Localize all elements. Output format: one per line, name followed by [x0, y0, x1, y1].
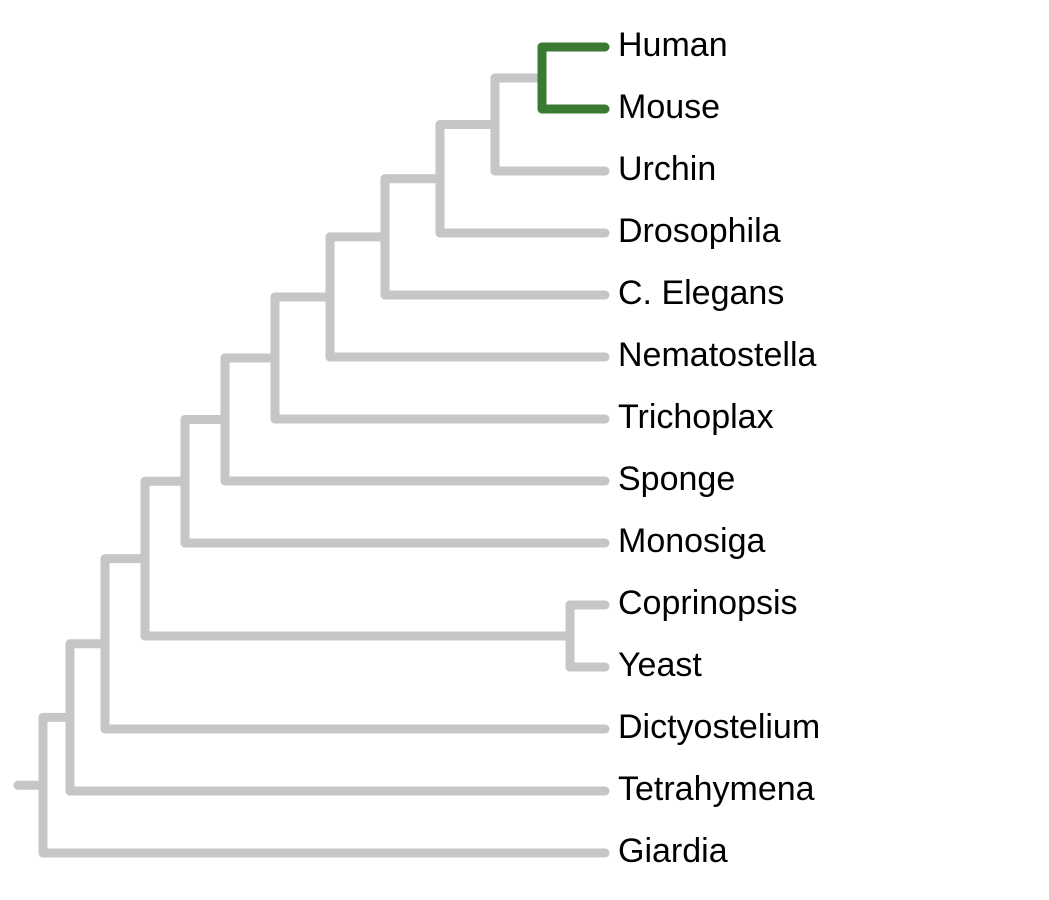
leaf-label: Drosophila: [618, 212, 781, 250]
leaf-label: C. Elegans: [618, 274, 784, 312]
leaf-label: Mouse: [618, 88, 720, 126]
leaf-label: Yeast: [618, 646, 702, 684]
leaf-label: Human: [618, 26, 728, 64]
tree-labels: Human Mouse Urchin Drosophila C. Elegans Nema…: [618, 26, 820, 870]
leaf-label: Trichoplax: [618, 398, 774, 436]
leaf-label: Giardia: [618, 832, 728, 870]
tree-branches: [18, 47, 605, 853]
leaf-label: Tetrahymena: [618, 770, 815, 808]
leaf-label: Nematostella: [618, 336, 817, 374]
leaf-label: Coprinopsis: [618, 584, 798, 622]
leaf-label: Monosiga: [618, 522, 766, 560]
leaf-label: Dictyostelium: [618, 708, 820, 746]
leaf-label: Urchin: [618, 150, 716, 188]
phylogenetic-tree: Human Mouse Urchin Drosophila C. Elegans Nema…: [0, 0, 1049, 900]
leaf-label: Sponge: [618, 460, 735, 498]
